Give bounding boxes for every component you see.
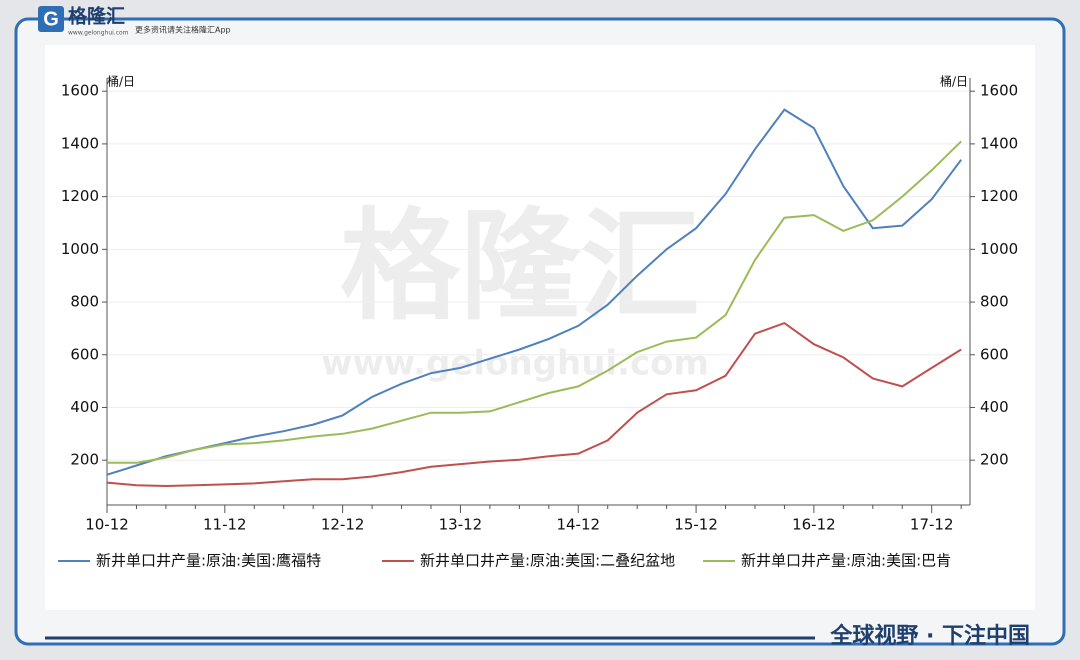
y-axis-label: 桶/日 <box>107 74 135 89</box>
series-line <box>107 140 962 464</box>
y2-tick-label: 1200 <box>980 187 1018 205</box>
y2-tick-label: 1400 <box>980 134 1018 152</box>
y-tick-label: 800 <box>70 293 99 311</box>
chart-panel <box>45 45 1035 610</box>
y2-axis-label: 桶/日 <box>940 74 968 89</box>
y-tick-label: 400 <box>70 398 99 416</box>
legend-label: 新井单口井产量:原油:美国:鹰福特 <box>96 552 321 570</box>
y2-tick-label: 600 <box>980 345 1009 363</box>
x-tick-label: 13-12 <box>439 516 483 534</box>
x-tick-label: 10-12 <box>85 516 129 534</box>
logo-icon <box>38 6 64 32</box>
x-tick-label: 11-12 <box>203 516 247 534</box>
y2-tick-label: 400 <box>980 398 1009 416</box>
x-tick-label: 17-12 <box>910 516 954 534</box>
series-line <box>106 108 963 476</box>
watermark: 格隆汇 <box>340 198 700 337</box>
y2-tick-label: 200 <box>980 451 1009 469</box>
y2-tick-label: 800 <box>980 293 1009 311</box>
y-tick-label: 600 <box>70 345 99 363</box>
y-tick-label: 1400 <box>61 134 99 152</box>
y2-tick-label: 1000 <box>980 240 1018 258</box>
watermark-url: www.gelonghui.com <box>321 344 709 384</box>
legend-label: 新井单口井产量:原油:美国:巴肯 <box>741 552 951 570</box>
logo-text: 格隆汇 <box>68 5 125 28</box>
legend-label: 新井单口井产量:原油:美国:二叠纪盆地 <box>420 552 675 570</box>
x-tick-label: 12-12 <box>321 516 365 534</box>
x-tick-label: 15-12 <box>674 516 718 534</box>
y-tick-label: 1600 <box>61 82 99 100</box>
series-line <box>106 321 962 488</box>
footer-slogan: 全球视野 · 下注中国 <box>829 623 1030 649</box>
logo-site: www.gelonghui.com <box>68 30 129 37</box>
x-tick-label: 14-12 <box>556 516 600 534</box>
y-tick-label: 1200 <box>61 187 99 205</box>
y-tick-label: 1000 <box>61 240 99 258</box>
x-tick-label: 16-12 <box>792 516 836 534</box>
y2-tick-label: 1600 <box>980 82 1018 100</box>
y-tick-label: 200 <box>70 451 99 469</box>
logo-slogan: 更多资讯请关注格隆汇App <box>135 25 231 35</box>
logo-icon-letter: G <box>43 8 59 30</box>
chart: 200 400 600 800 1000 1200 1400 1600 200 400 600 800… <box>58 74 1018 570</box>
